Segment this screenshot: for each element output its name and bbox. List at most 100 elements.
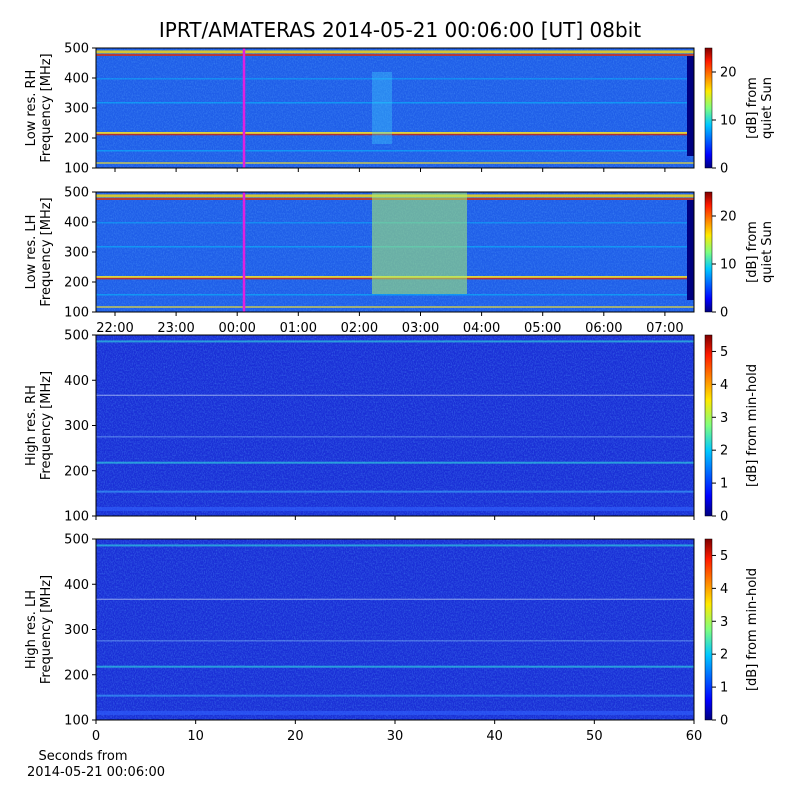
y-tick-label: 400 <box>64 374 89 389</box>
spectrogram-band <box>96 162 694 164</box>
spectrogram-noise <box>96 539 694 720</box>
colorbar-tick-label: 0 <box>720 510 728 525</box>
spectrogram-band <box>96 78 694 80</box>
colorbar <box>704 538 713 721</box>
x-axis-label: 2014-05-21 00:06:00 <box>27 765 165 780</box>
colorbar-label: quiet Sun <box>760 221 775 283</box>
colorbar-label: [dB] from <box>745 77 760 139</box>
y-axis-label: Frequency [MHz] <box>39 371 54 480</box>
x-tick-label: 02:00 <box>341 321 378 336</box>
x-tick-label: 20 <box>287 729 304 744</box>
colorbar-tick-label: 20 <box>720 66 737 81</box>
spectrogram-band <box>96 294 694 296</box>
x-tick-label: 40 <box>486 729 503 744</box>
x-tick-label: 01:00 <box>280 321 317 336</box>
y-tick-label: 100 <box>64 510 89 525</box>
colorbar-tick-label: 4 <box>720 378 728 393</box>
spectrogram-band <box>96 598 694 600</box>
colorbar-label: quiet Sun <box>760 77 775 139</box>
y-tick-label: 200 <box>64 276 89 291</box>
spectrogram-band <box>96 665 694 668</box>
x-tick-label: 22:00 <box>96 321 133 336</box>
spectrogram-band <box>96 340 694 343</box>
colorbar-label: [dB] from min-hold <box>745 568 760 691</box>
spectrogram-band <box>96 490 694 493</box>
spectrogram-band <box>96 461 694 464</box>
spectrogram-band <box>96 50 694 54</box>
colorbar-label: [dB] from <box>745 221 760 283</box>
x-tick-label: 10 <box>187 729 204 744</box>
y-tick-label: 300 <box>64 623 89 638</box>
spectrogram-band <box>96 306 694 308</box>
x-tick-label: 05:00 <box>524 321 561 336</box>
y-tick-label: 100 <box>64 714 89 729</box>
x-tick-label: 04:00 <box>463 321 500 336</box>
burst <box>372 192 467 294</box>
x-tick-label: 00:00 <box>218 321 255 336</box>
spectrogram-noise <box>96 48 694 168</box>
y-axis-label: Low res. LH <box>24 215 39 290</box>
y-axis-label: Frequency [MHz] <box>39 53 54 162</box>
colorbar-tick-label: 0 <box>720 714 728 729</box>
y-tick-label: 200 <box>64 132 89 147</box>
colorbar <box>704 334 713 517</box>
y-tick-label: 500 <box>64 186 89 201</box>
y-tick-label: 500 <box>64 42 89 57</box>
colorbar-tick-label: 5 <box>720 345 728 360</box>
y-tick-label: 200 <box>64 668 89 683</box>
colorbar <box>704 47 713 169</box>
chart-title: IPRT/AMATERAS 2014-05-21 00:06:00 [UT] 0… <box>159 18 641 42</box>
colorbar-label: [dB] from min-hold <box>745 364 760 487</box>
y-tick-label: 400 <box>64 216 89 231</box>
colorbar-tick-label: 5 <box>720 549 728 564</box>
colorbar-tick-label: 0 <box>720 306 728 321</box>
y-tick-label: 400 <box>64 72 89 87</box>
x-axis-label: Seconds from <box>38 749 127 764</box>
spectrogram-band <box>96 436 694 438</box>
colorbar-tick-label: 20 <box>720 210 737 225</box>
colorbar-tick-label: 1 <box>720 477 728 492</box>
colorbar <box>704 191 713 313</box>
colorbar-tick-label: 2 <box>720 648 728 663</box>
x-tick-label: 60 <box>686 729 703 744</box>
spectrogram-band <box>96 54 694 56</box>
y-axis-label: Frequency [MHz] <box>39 575 54 684</box>
y-tick-label: 100 <box>64 306 89 321</box>
y-axis-label: High res. LH <box>24 590 39 669</box>
colorbar-tick-label: 10 <box>720 114 737 129</box>
colorbar-tick-label: 3 <box>720 615 728 630</box>
y-tick-label: 500 <box>64 533 89 548</box>
y-tick-label: 300 <box>64 246 89 261</box>
x-tick-label: 23:00 <box>157 321 194 336</box>
y-tick-label: 300 <box>64 102 89 117</box>
x-tick-label: 0 <box>92 729 100 744</box>
y-tick-label: 200 <box>64 464 89 479</box>
y-tick-label: 400 <box>64 578 89 593</box>
x-tick-label: 07:00 <box>646 321 683 336</box>
colorbar-tick-label: 4 <box>720 582 728 597</box>
y-tick-label: 100 <box>64 162 89 177</box>
x-tick-label: 30 <box>387 729 404 744</box>
colorbar-tick-label: 1 <box>720 681 728 696</box>
right-strip <box>687 200 694 300</box>
x-tick-label: 03:00 <box>402 321 439 336</box>
spectrogram-band <box>96 694 694 697</box>
spectrogram-band <box>96 640 694 642</box>
y-tick-label: 500 <box>64 329 89 344</box>
spectrogram-band <box>96 132 694 134</box>
spectrogram-band <box>96 394 694 396</box>
spectrogram-noise <box>96 335 694 516</box>
colorbar-tick-label: 10 <box>720 258 737 273</box>
spectrogram-band <box>96 544 694 547</box>
spectrogram-band <box>96 102 694 104</box>
spectrogram-band <box>96 506 694 511</box>
spectrogram-band <box>96 150 694 152</box>
colorbar-tick-label: 2 <box>720 444 728 459</box>
burst <box>372 72 392 144</box>
y-axis-label: Frequency [MHz] <box>39 197 54 306</box>
spectrogram-band <box>96 133 694 136</box>
x-tick-label: 06:00 <box>585 321 622 336</box>
y-tick-label: 300 <box>64 419 89 434</box>
colorbar-tick-label: 3 <box>720 411 728 426</box>
